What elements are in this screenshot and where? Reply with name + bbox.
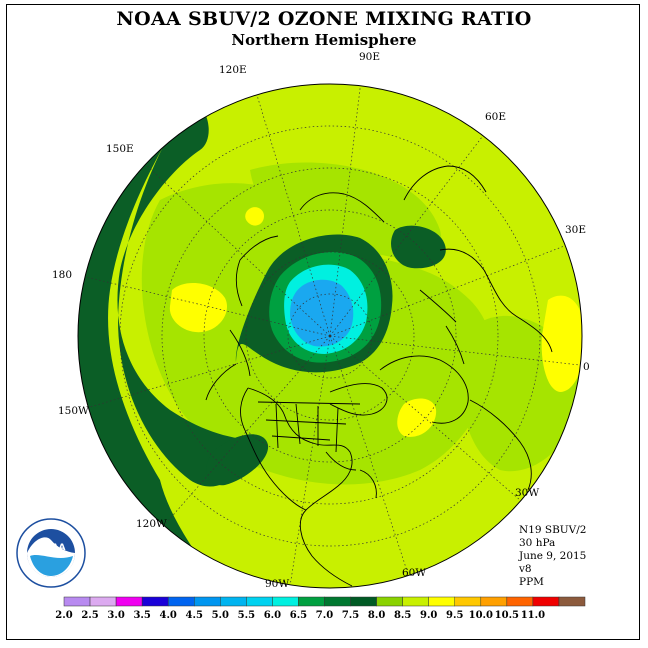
legend-tick-label: 2.5 — [81, 610, 98, 621]
legend-swatch — [376, 596, 403, 607]
legend-swatch — [428, 596, 456, 607]
hemisphere-outline — [77, 83, 583, 589]
legend-swatch — [220, 596, 247, 607]
legend-tick-label: 10.0 — [469, 610, 493, 621]
legend-swatch — [115, 596, 143, 607]
legend-tick-label: 6.5 — [290, 610, 307, 621]
lon-label-120w: 120W — [136, 518, 167, 530]
legend-swatch — [532, 596, 560, 607]
info-version: v8 — [519, 563, 532, 575]
data-info-block: N19 SBUV/2 30 hPa June 9, 2015 v8 PPM — [519, 524, 586, 589]
info-units: PPM — [519, 576, 544, 588]
legend-tick-label: 11.0 — [521, 610, 545, 621]
info-satellite: N19 SBUV/2 — [519, 524, 587, 536]
legend-tick-label: 7.5 — [342, 610, 359, 621]
legend-tick-label: 10.5 — [495, 610, 519, 621]
legend-swatch — [167, 596, 195, 607]
lon-label-180: 180 — [52, 269, 72, 281]
legend-tick-label: 9.0 — [420, 610, 437, 621]
legend-tick-label: 2.0 — [55, 610, 72, 621]
legend-swatch — [246, 596, 273, 607]
legend-tick-label: 4.5 — [186, 610, 203, 621]
coastlines — [205, 165, 553, 587]
legend-swatch — [141, 596, 169, 607]
lon-label-30e: 30E — [565, 224, 586, 236]
legend-tick-label: 6.0 — [264, 610, 281, 621]
lon-label-60e: 60E — [485, 111, 506, 123]
map-subtitle: Northern Hemisphere — [231, 31, 417, 49]
legend-tick-label: 4.0 — [159, 610, 176, 621]
lon-label-90e: 90E — [359, 51, 380, 63]
lon-label-150e: 150E — [106, 143, 134, 155]
lon-label-60w: 60W — [402, 567, 426, 579]
legend-swatch — [350, 596, 377, 607]
ozone-field — [78, 84, 582, 588]
legend-swatch — [506, 596, 534, 607]
legend-tick-label: 9.5 — [446, 610, 463, 621]
latitude-circles — [119, 125, 541, 547]
legend-tick-label: 3.0 — [107, 610, 124, 621]
legend-tick-label: 7.0 — [316, 610, 333, 621]
legend-tick-label: 8.5 — [394, 610, 411, 621]
legend-swatch — [194, 596, 221, 607]
noaa-logo: NOAA — [16, 518, 86, 588]
lon-label-150w: 150W — [58, 405, 89, 417]
legend-swatch — [63, 596, 91, 607]
legend-swatch — [272, 596, 299, 607]
noaa-logo-text: NOAA — [37, 543, 66, 553]
legend-tick-label: 3.5 — [133, 610, 150, 621]
legend-swatch — [89, 596, 117, 607]
lon-label-0: 0 — [583, 361, 590, 373]
legend-swatch — [298, 596, 325, 607]
lon-label-90w: 90W — [265, 578, 289, 590]
info-date: June 9, 2015 — [519, 550, 587, 562]
meridians — [78, 84, 582, 587]
legend-tick-label: 5.0 — [212, 610, 229, 621]
lon-label-30w: 30W — [515, 487, 539, 499]
legend-swatch — [480, 596, 508, 607]
map-title: NOAA SBUV/2 OZONE MIXING RATIO — [116, 8, 532, 30]
legend-swatch — [454, 596, 482, 607]
info-pressure: 30 hPa — [519, 537, 556, 549]
legend-swatch — [558, 596, 586, 607]
legend-swatch — [324, 596, 351, 607]
legend-tick-label: 8.0 — [368, 610, 385, 621]
legend-tick-label: 5.5 — [238, 610, 255, 621]
legend-swatch — [402, 596, 429, 607]
lon-label-120e: 120E — [219, 64, 247, 76]
